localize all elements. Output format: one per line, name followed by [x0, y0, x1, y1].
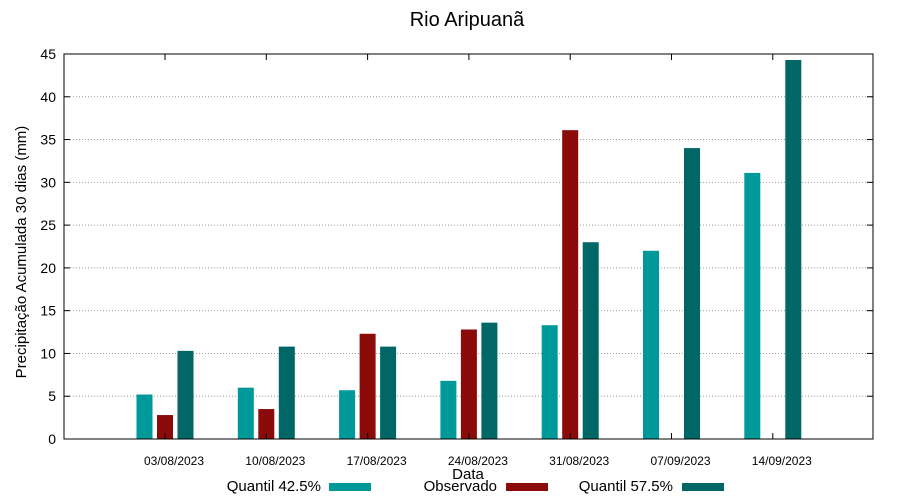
bar [237, 387, 254, 439]
x-axis-label: Data [452, 466, 484, 483]
x-tick-label: 17/08/2023 [347, 454, 407, 468]
y-tick-label: 25 [40, 217, 56, 233]
y-tick-label: 35 [40, 132, 56, 148]
bar [177, 350, 194, 439]
bar [157, 415, 173, 439]
y-tick-label: 5 [48, 388, 56, 404]
bar [785, 59, 802, 439]
bar [359, 333, 376, 439]
legend: Quantil 42.5% Observado Quantil 57.5% [227, 478, 724, 495]
legend-swatch [682, 483, 724, 491]
chart-title: Rio Aripuanã [410, 9, 525, 31]
bar [541, 325, 558, 439]
bar [582, 242, 599, 439]
bar [481, 322, 498, 439]
y-tick-label: 0 [48, 431, 56, 447]
x-ticks: 03/08/2023 10/08/2023 17/08/2023 24/08/2023… [144, 54, 812, 468]
bar [278, 346, 295, 439]
y-tick-label: 15 [40, 303, 56, 319]
bar [643, 250, 659, 439]
y-ticks: 0 5 10 15 20 25 30 35 40 45 [40, 46, 873, 447]
x-tick-label: 14/09/2023 [752, 454, 812, 468]
bar [380, 346, 397, 439]
x-tick-label: 31/08/2023 [549, 454, 609, 468]
bar [744, 172, 761, 439]
legend-swatch [329, 483, 371, 491]
y-tick-label: 45 [40, 46, 56, 62]
y-tick-label: 10 [40, 345, 56, 361]
x-tick-label: 03/08/2023 [144, 454, 204, 468]
legend-label: Observado [424, 478, 497, 495]
legend-label: Quantil 57.5% [579, 478, 673, 495]
bars [136, 59, 802, 439]
legend-label: Quantil 42.5% [227, 478, 321, 495]
bar [440, 380, 457, 439]
y-tick-label: 20 [40, 260, 56, 276]
legend-swatch [506, 483, 548, 491]
bar [258, 409, 275, 439]
y-tick-label: 40 [40, 89, 56, 105]
bar [136, 394, 153, 439]
y-axis-label: Precipitação Acumulada 30 dias (mm) [13, 126, 30, 379]
x-tick-label: 10/08/2023 [245, 454, 305, 468]
bar [684, 148, 700, 439]
x-tick-label: 07/09/2023 [650, 454, 710, 468]
bar [460, 329, 477, 439]
bar [339, 390, 356, 439]
x-tick-label: 24/08/2023 [448, 454, 508, 468]
bar [562, 130, 579, 439]
y-tick-label: 30 [40, 174, 56, 190]
